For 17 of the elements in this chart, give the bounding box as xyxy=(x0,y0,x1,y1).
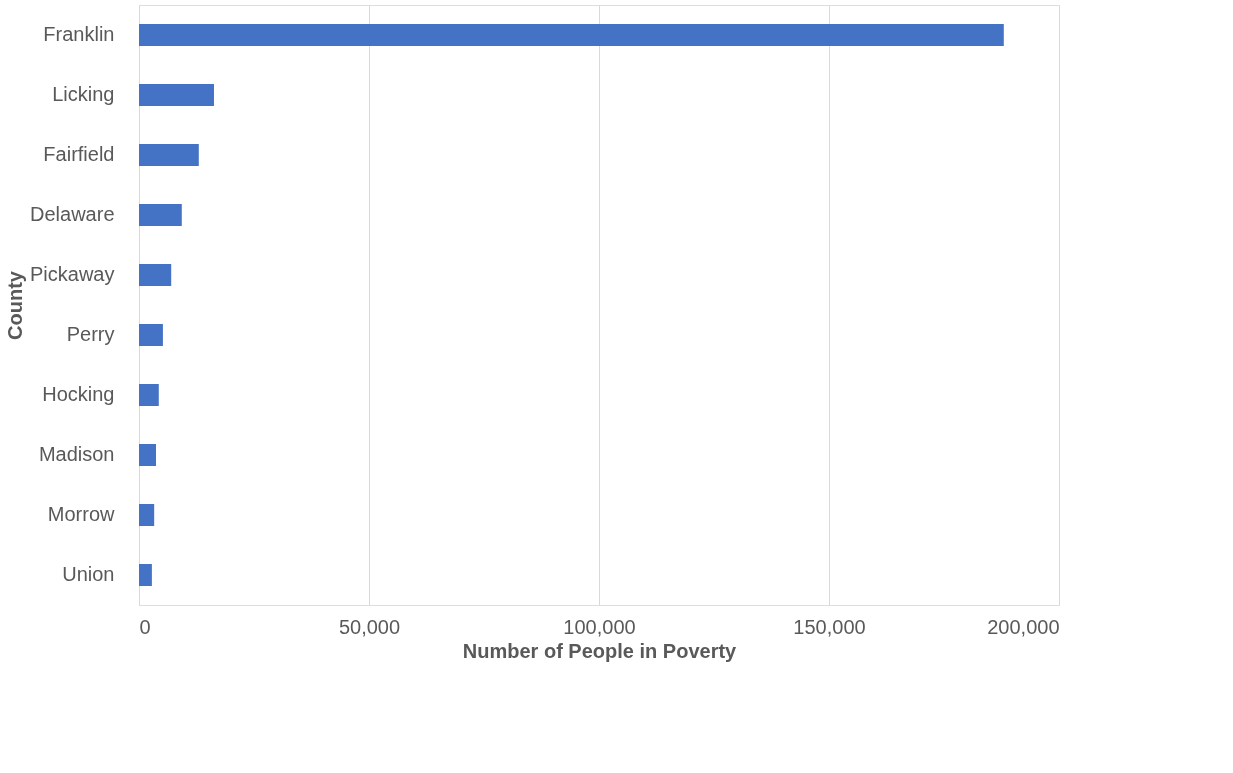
x-axis-title: Number of People in Poverty xyxy=(462,639,738,662)
y-tick-label: Union xyxy=(62,563,115,585)
y-tick-label: Madison xyxy=(38,443,115,465)
x-tick-label: 150,000 xyxy=(793,615,866,638)
y-tick-label: Licking xyxy=(52,83,115,105)
y-tick-label: Franklin xyxy=(43,23,115,45)
y-axis-title: County xyxy=(4,270,27,340)
x-tick-label: 100,000 xyxy=(563,615,636,638)
x-tick-label: 200,000 xyxy=(987,615,1060,638)
y-tick-label: Delaware xyxy=(30,203,115,225)
x-tick-label: 0 xyxy=(139,615,151,638)
y-tick-label: Morrow xyxy=(47,503,116,525)
x-tick-label: 50,000 xyxy=(338,615,401,638)
y-tick-label: Hocking xyxy=(42,383,115,405)
y-tick-label: Pickaway xyxy=(30,263,115,285)
y-tick-label: Fairfield xyxy=(43,143,115,165)
y-tick-label: Perry xyxy=(66,323,115,345)
